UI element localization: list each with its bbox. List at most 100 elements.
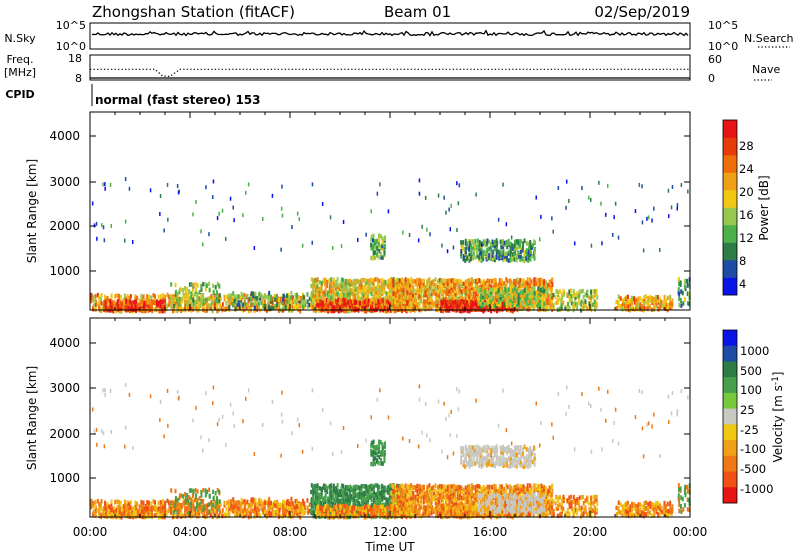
power-cell (369, 278, 372, 283)
power-cell (568, 305, 571, 311)
power-cell (572, 304, 575, 309)
power-cell (359, 301, 361, 306)
power-cell (394, 279, 397, 284)
power-cell (100, 293, 103, 298)
power-cell (456, 228, 458, 233)
power-cell (492, 249, 495, 255)
power-cell (509, 278, 512, 283)
power-cell (581, 288, 584, 294)
power-cell (331, 308, 334, 314)
power-cell (116, 299, 119, 304)
power-cell (402, 305, 405, 311)
power-cell (513, 279, 516, 284)
power-cell (348, 281, 351, 287)
power-cell (328, 309, 331, 314)
power-cell (508, 241, 511, 247)
power-cell (588, 301, 591, 306)
power-cell (592, 288, 595, 294)
power-cell (502, 253, 505, 259)
power-cell (323, 298, 326, 304)
velocity-cell (135, 505, 138, 511)
power-cell (204, 282, 207, 287)
power-cell (653, 206, 655, 211)
power-cell (590, 197, 592, 202)
power-cell (378, 248, 381, 254)
power-cell (202, 301, 205, 307)
power-cell (492, 255, 494, 261)
velocity-cell (364, 496, 367, 502)
power-cell (145, 300, 148, 306)
power-cell (462, 296, 465, 302)
power-cell (350, 288, 353, 293)
power-cell (390, 291, 393, 296)
power-cell (428, 297, 431, 303)
power-cell (170, 300, 173, 305)
power-cell (541, 289, 544, 294)
velocity-cell (316, 483, 319, 488)
velocity-cell (170, 488, 173, 493)
power-cell (356, 290, 359, 295)
power-cell (366, 288, 369, 294)
velocity-cell (184, 513, 187, 519)
power-cell (656, 295, 659, 300)
power-cell (383, 304, 386, 310)
power-cell (407, 278, 409, 283)
velocity-cell (219, 502, 222, 507)
power-cell (494, 243, 496, 248)
power-cell (304, 299, 307, 304)
power-cell (132, 240, 134, 244)
velocity-cell (375, 495, 378, 501)
power-cell (104, 186, 106, 191)
velocity-cell (330, 486, 333, 491)
power-cell (278, 297, 280, 302)
power-cell (265, 308, 268, 313)
velocity-cell (119, 500, 122, 506)
power-cell (188, 299, 191, 305)
power-cell (118, 306, 121, 311)
power-cell (174, 304, 177, 309)
velocity-cell (274, 503, 277, 508)
velocity-cell (252, 499, 255, 505)
power-cell (375, 306, 378, 311)
power-cell (670, 305, 673, 310)
power-cell (448, 295, 451, 300)
power-cell (192, 287, 194, 292)
power-cell (504, 295, 507, 301)
power-cell (531, 303, 534, 308)
power-cell (442, 293, 445, 298)
velocity-panel: 1000 2000 3000 4000 Slant Range [km] 00:… (25, 317, 707, 554)
power-cell (491, 279, 493, 284)
power-cell (179, 299, 182, 305)
power-cell (242, 306, 245, 311)
power-cell (242, 302, 245, 308)
power-cell (490, 294, 493, 299)
power-cell (184, 289, 187, 295)
power-cell (379, 294, 382, 299)
power-cell (200, 293, 203, 299)
velocity-cell (100, 499, 103, 504)
power-cell (271, 296, 274, 301)
power-cell (327, 307, 330, 312)
power-cell (270, 294, 272, 300)
power-cell (629, 298, 632, 303)
velocity-cell (143, 508, 146, 514)
power-cell (446, 249, 449, 254)
power-cell (370, 281, 373, 286)
velocity-cell (320, 492, 323, 498)
velocity-cell (161, 508, 164, 514)
power-cell (110, 295, 113, 301)
power-cell (488, 281, 491, 287)
power-cell (497, 217, 500, 222)
velocity-cell (270, 500, 272, 506)
power-cell (370, 291, 373, 296)
power-cell (557, 300, 560, 305)
velocity-cell (271, 506, 274, 511)
velocity-cell (119, 506, 122, 511)
power-cell (515, 239, 518, 244)
power-cell (337, 303, 340, 308)
power-cell (428, 277, 431, 282)
power-cell (375, 289, 378, 295)
power-cell (517, 301, 520, 306)
power-cell (423, 299, 425, 304)
power-cell (462, 243, 465, 248)
